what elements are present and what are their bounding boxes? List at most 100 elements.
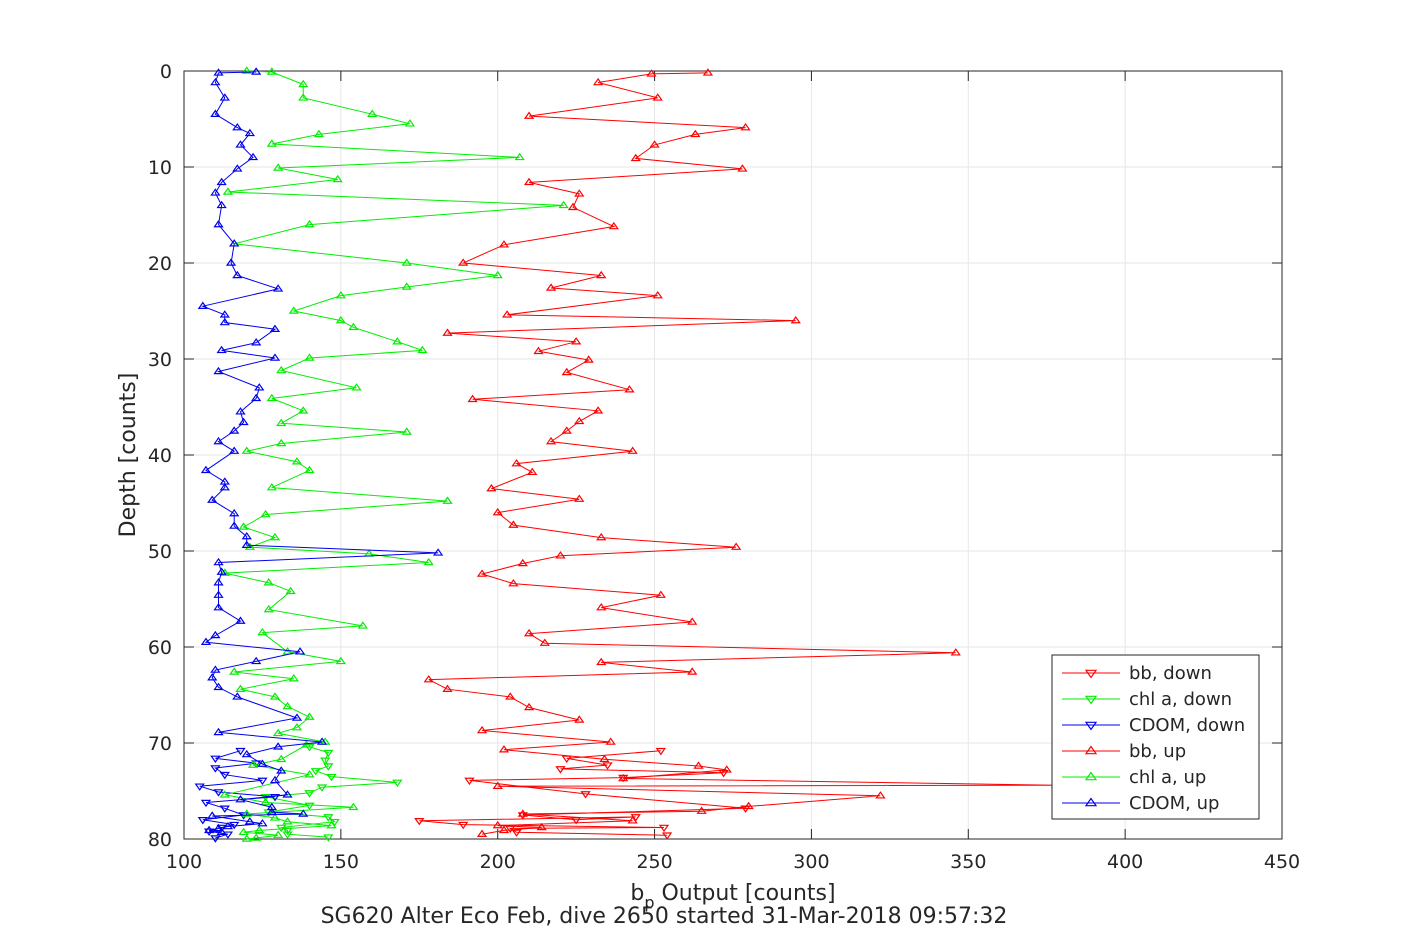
data-point [219, 790, 230, 798]
data-point [213, 557, 224, 566]
data-point [222, 821, 234, 830]
data-point [523, 628, 535, 637]
legend-item: chl a, up [1062, 767, 1206, 788]
data-point [216, 345, 227, 354]
data-point [627, 816, 638, 824]
data-point [210, 835, 221, 843]
data-point [269, 353, 281, 361]
data-point [743, 801, 754, 810]
data-point [194, 783, 205, 791]
data-point [511, 458, 522, 467]
data-point [696, 806, 707, 814]
data-point [272, 728, 284, 737]
data-point [501, 310, 513, 318]
data-point [561, 367, 572, 376]
data-point [467, 394, 478, 403]
data-point [464, 777, 475, 786]
data-point [304, 465, 315, 474]
data-point [730, 542, 742, 550]
legend-box [1051, 654, 1260, 820]
legend-marker [1084, 721, 1098, 731]
data-point [737, 164, 748, 172]
data-point [498, 745, 510, 753]
data-point [357, 621, 368, 629]
data-point [276, 418, 287, 427]
data-point [241, 66, 252, 74]
data-point [392, 779, 403, 788]
data-point [276, 365, 287, 374]
data-point [263, 578, 274, 586]
data-point [213, 436, 224, 445]
data-point [251, 393, 262, 402]
data-point [254, 383, 265, 391]
data-point [458, 821, 469, 830]
data-point [508, 520, 519, 528]
data-point [197, 817, 208, 825]
series-5 [197, 67, 444, 836]
data-point [285, 586, 296, 595]
data-point [561, 426, 572, 434]
data-point [574, 416, 585, 425]
data-point [241, 834, 252, 842]
data-point [257, 627, 268, 636]
data-point [216, 567, 227, 575]
data-point [646, 69, 657, 77]
data-point [536, 822, 547, 831]
data-point [592, 406, 604, 414]
data-point [269, 692, 281, 700]
data-point [282, 701, 293, 710]
data-point [207, 495, 218, 503]
data-point [442, 496, 453, 504]
data-point [213, 789, 224, 797]
data-point [200, 799, 212, 808]
x-tick-label: 200 [480, 851, 516, 873]
data-point [225, 258, 237, 266]
data-point [533, 346, 544, 355]
data-point [583, 355, 594, 363]
data-point [266, 807, 277, 815]
data-point [492, 781, 503, 789]
y-tick-label: 70 [148, 733, 172, 755]
legend-label: chl a, up [1129, 767, 1206, 788]
data-point [592, 77, 604, 86]
data-point [511, 829, 522, 837]
data-point [276, 438, 287, 447]
legend-marker [1084, 797, 1098, 807]
data-point [241, 446, 252, 454]
data-point [235, 616, 246, 624]
data-point [244, 128, 256, 137]
data-point [527, 467, 538, 476]
data-point [401, 427, 412, 435]
data-point [251, 833, 262, 841]
data-point [200, 465, 212, 474]
data-point [323, 834, 334, 842]
data-point [263, 604, 274, 613]
y-tick-label: 50 [148, 541, 172, 563]
data-point [404, 119, 416, 127]
data-point [661, 832, 673, 840]
data-point [269, 532, 281, 541]
data-point [247, 152, 259, 161]
data-point [235, 794, 246, 803]
data-point [545, 436, 557, 445]
data-point [323, 814, 334, 822]
data-point [210, 755, 221, 764]
data-point [304, 770, 315, 778]
legend-label: bb, up [1129, 741, 1186, 762]
data-point [213, 602, 224, 611]
series-0 [414, 747, 751, 840]
series-line [224, 70, 564, 840]
data-point [655, 590, 666, 598]
data-point [269, 324, 281, 332]
data-point [251, 656, 262, 665]
axis-ticks: 100 150 200 250 300 350 400 450 0 10 20 30 40 50 60 70 8… [148, 61, 1300, 873]
legend-marker [1084, 771, 1098, 781]
data-point [269, 813, 281, 821]
data-point [690, 129, 701, 138]
x-tick-label: 100 [166, 851, 202, 873]
data-point [517, 558, 528, 567]
data-point [229, 667, 240, 675]
grid-lines [184, 71, 1282, 839]
data-point [229, 239, 240, 247]
data-point [229, 521, 240, 529]
